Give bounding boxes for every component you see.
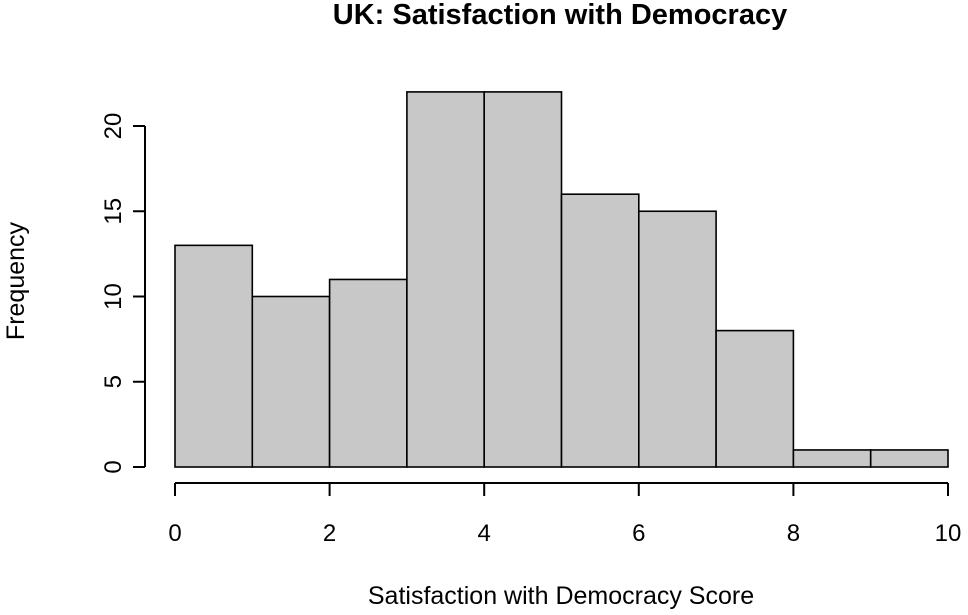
histogram-bar	[637, 210, 717, 468]
y-axis-title: Frequency	[2, 221, 30, 340]
y-axis: 0 5 10 15 20	[100, 113, 146, 474]
histogram-bar	[869, 449, 949, 468]
y-tick-label: 15	[100, 198, 127, 225]
x-tick-label: 8	[787, 520, 800, 547]
histogram-bar	[328, 278, 408, 468]
x-tick-label: 6	[632, 520, 645, 547]
x-tick-label: 4	[478, 520, 491, 547]
histogram-bar	[174, 244, 254, 468]
y-tick-label: 5	[100, 375, 127, 388]
y-tick-label: 10	[100, 283, 127, 310]
histogram-bar	[251, 295, 331, 468]
x-tick-label: 0	[168, 520, 181, 547]
histogram-bar	[715, 329, 795, 468]
bars-group	[174, 91, 949, 468]
histogram-bar	[483, 91, 563, 468]
x-tick-label: 2	[323, 520, 336, 547]
x-axis: 0 2 4 6 8 10	[168, 482, 962, 547]
x-tick-label: 10	[935, 520, 962, 547]
histogram-bar	[792, 449, 872, 468]
chart-title: UK: Satisfaction with Democracy	[333, 0, 787, 31]
y-tick-label: 0	[100, 460, 127, 473]
x-axis-title: Satisfaction with Democracy Score	[368, 582, 754, 610]
histogram-bar	[406, 91, 485, 468]
y-tick-label: 20	[100, 113, 127, 140]
histogram-bar	[560, 193, 640, 468]
